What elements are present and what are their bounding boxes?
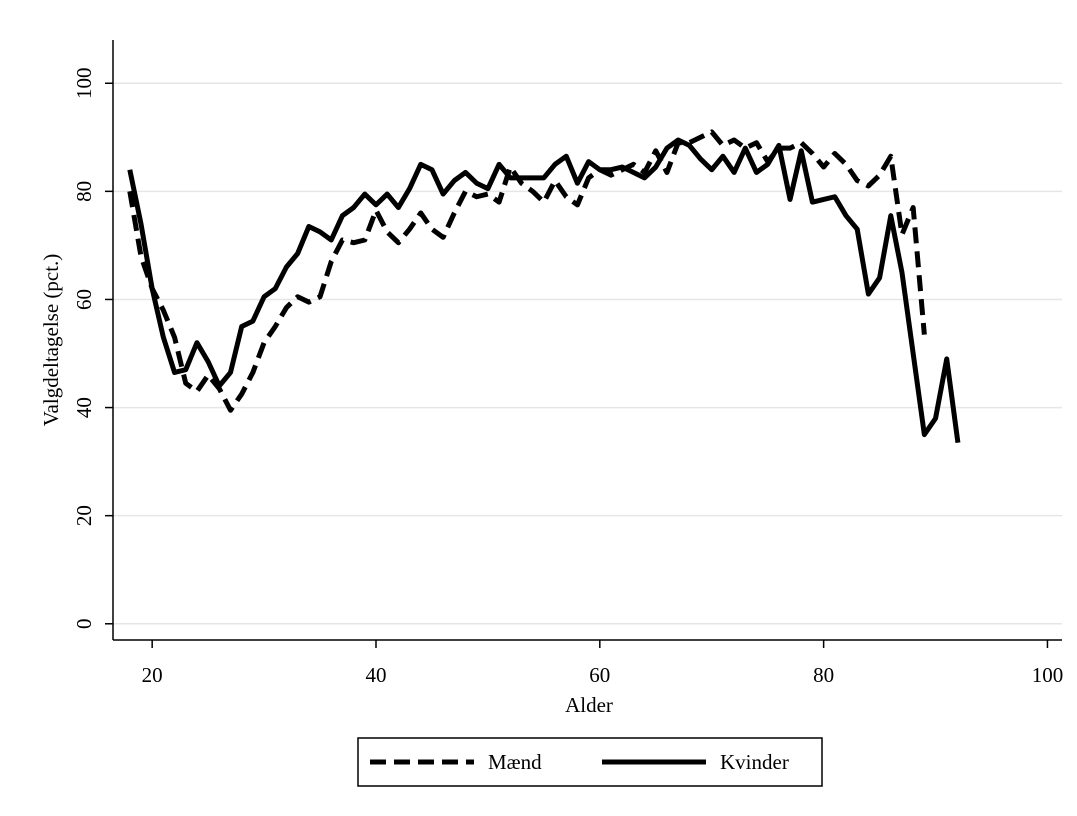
y-tick-label: 40 (72, 397, 96, 418)
y-axis-title: Valgdeltagelse (pct.) (39, 254, 63, 427)
y-tick-label: 100 (72, 67, 96, 99)
y-tick-label: 20 (72, 505, 96, 526)
legend-label: Kvinder (720, 750, 789, 774)
legend-label: Mænd (488, 750, 542, 774)
x-tick-label: 20 (142, 663, 163, 687)
y-tick-label: 60 (72, 289, 96, 310)
x-tick-label: 80 (813, 663, 834, 687)
x-tick-label: 60 (589, 663, 610, 687)
series-line (127, 129, 927, 413)
x-tick-label: 40 (365, 663, 386, 687)
x-tick-label: 100 (1032, 663, 1064, 687)
y-tick-label: 80 (72, 181, 96, 202)
y-tick-label: 0 (72, 619, 96, 630)
x-axis-title: Alder (565, 693, 613, 717)
legend-box (357, 737, 823, 787)
series-line (127, 137, 961, 444)
